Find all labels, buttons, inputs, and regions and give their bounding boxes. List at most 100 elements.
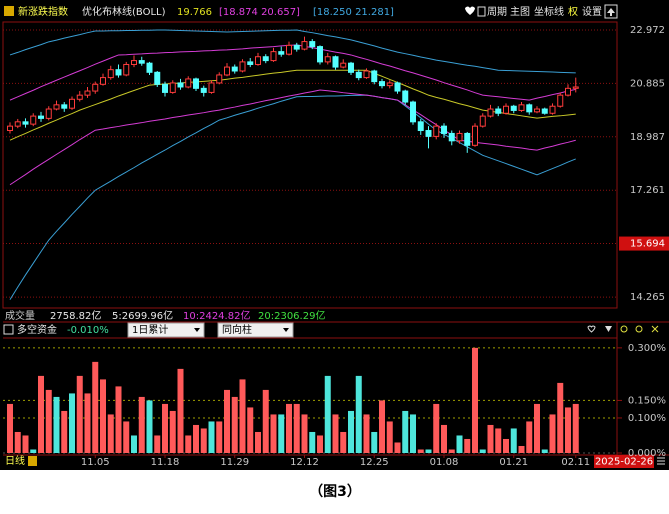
- candle-body: [185, 78, 192, 88]
- bar: [557, 382, 564, 453]
- tool-icon[interactable]: [651, 325, 659, 333]
- bar: [14, 431, 21, 453]
- menu-icon[interactable]: [657, 457, 665, 465]
- tool-icon[interactable]: [620, 325, 628, 333]
- candle-body: [363, 70, 370, 79]
- panel-icon[interactable]: [3, 324, 14, 335]
- menu-item[interactable]: 设置: [582, 6, 602, 18]
- indicator-name: 新涨跌指数: [18, 5, 68, 18]
- bar: [363, 414, 370, 453]
- dropdown[interactable]: [127, 322, 205, 338]
- band-line: [9, 89, 576, 186]
- band-line: [9, 44, 576, 101]
- bar: [76, 375, 83, 453]
- candle-body: [154, 71, 161, 85]
- bar: [518, 445, 525, 453]
- bar: [472, 347, 478, 453]
- candle-body: [239, 61, 246, 72]
- candle-body: [534, 108, 540, 113]
- candle-body: [138, 60, 145, 64]
- candle-body: [371, 70, 378, 83]
- volume-value: 2758.82亿: [50, 309, 101, 322]
- candle-body: [262, 56, 269, 62]
- candle-body: [379, 81, 385, 87]
- menu-item[interactable]: 权: [568, 5, 578, 18]
- period-label: 日线: [5, 454, 25, 467]
- cursor-date: 2025-02-26: [595, 457, 653, 468]
- bar: [301, 414, 308, 453]
- candle-body: [231, 66, 238, 72]
- bar: [208, 421, 215, 453]
- bar: [193, 424, 199, 453]
- candle-body: [7, 125, 13, 132]
- menu-item[interactable]: 坐标线: [534, 5, 564, 18]
- bar: [386, 421, 393, 453]
- candle-body: [394, 82, 401, 92]
- dropdown[interactable]: [217, 322, 294, 338]
- candle-body: [456, 132, 463, 142]
- candle-body: [200, 87, 207, 93]
- bar: [216, 421, 223, 453]
- bar: [402, 410, 409, 453]
- bar: [425, 449, 432, 453]
- bar: [262, 389, 269, 453]
- tool-icon[interactable]: [605, 326, 612, 332]
- bar: [433, 403, 440, 453]
- collapse-button[interactable]: [604, 4, 618, 19]
- volume-ma5: 5:2699.96亿: [112, 309, 173, 322]
- period-icon: [477, 6, 486, 17]
- candle-body: [301, 41, 308, 50]
- candle-body: [92, 83, 99, 92]
- volume-ma20: 20:2306.29亿: [258, 309, 325, 322]
- candle-body: [340, 62, 347, 68]
- tool-icon[interactable]: [587, 325, 596, 333]
- y-tick-label: 0.150%: [628, 395, 666, 406]
- bar: [340, 431, 347, 453]
- x-tick-label: 02.11: [561, 457, 590, 468]
- bar: [100, 379, 106, 453]
- candle-body: [115, 69, 122, 76]
- candle-body: [14, 121, 21, 127]
- bar: [541, 449, 548, 453]
- bar: [464, 438, 471, 453]
- bar: [53, 396, 60, 453]
- candle-body: [441, 125, 447, 134]
- candle-body: [565, 87, 571, 96]
- candle-body: [355, 71, 362, 79]
- band-line: [9, 69, 576, 141]
- bar: [123, 421, 130, 453]
- bar: [270, 414, 277, 453]
- dropdown-text: 1日累计: [132, 323, 168, 336]
- x-tick-label: 11.05: [81, 457, 110, 468]
- menu-item[interactable]: 周期: [487, 6, 507, 18]
- bar: [495, 428, 502, 453]
- candle-body: [495, 108, 502, 114]
- candle-body: [317, 46, 323, 63]
- y-tick-label: 15.694: [630, 239, 665, 250]
- bar: [45, 389, 52, 453]
- candle-body: [208, 82, 215, 93]
- bar: [131, 435, 137, 453]
- y-tick-label: 0.100%: [628, 413, 666, 424]
- bar: [177, 368, 184, 453]
- candle-body: [510, 105, 517, 111]
- bar: [239, 379, 246, 453]
- bar: [255, 431, 261, 453]
- candle-body: [131, 60, 137, 65]
- y-tick-label: 0.300%: [628, 343, 666, 354]
- candle-body: [402, 90, 409, 103]
- dropdown-arrow: [194, 328, 200, 332]
- menu-item[interactable]: 主图: [510, 6, 530, 18]
- favorite-icon[interactable]: [465, 6, 475, 16]
- price-panel-frame: [2, 21, 618, 309]
- y-tick-label: 0.000%: [628, 448, 666, 459]
- bar: [84, 393, 91, 453]
- candle-body: [193, 78, 199, 89]
- candle-body: [216, 74, 223, 84]
- bar: [38, 375, 44, 453]
- tool-icon[interactable]: [635, 325, 643, 333]
- candle-body: [76, 94, 83, 100]
- candle-body: [286, 44, 292, 55]
- candle-body: [123, 63, 130, 76]
